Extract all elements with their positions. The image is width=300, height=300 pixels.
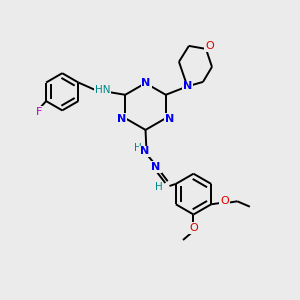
Text: N: N: [165, 114, 174, 124]
Text: F: F: [36, 106, 43, 117]
Text: O: O: [189, 223, 198, 233]
Text: O: O: [220, 196, 229, 206]
Text: HN: HN: [95, 85, 110, 95]
Text: N: N: [152, 162, 160, 172]
Text: N: N: [183, 81, 192, 92]
Text: N: N: [142, 77, 151, 88]
Text: H: H: [134, 143, 141, 153]
Text: N: N: [140, 146, 149, 157]
Text: H: H: [154, 182, 162, 192]
Text: O: O: [205, 41, 214, 51]
Text: N: N: [117, 114, 126, 124]
